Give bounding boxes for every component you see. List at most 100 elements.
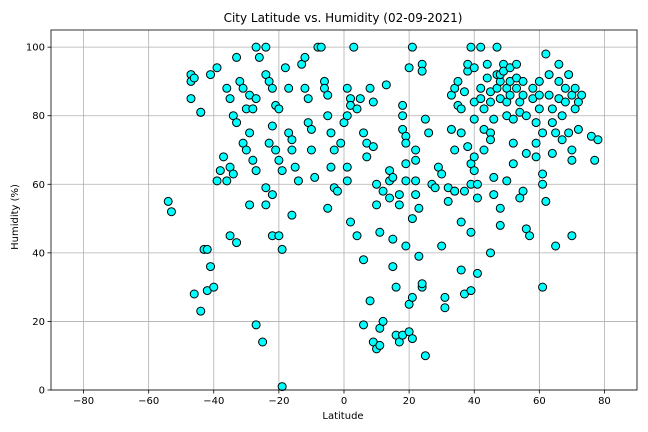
scatter-point xyxy=(518,90,528,100)
scatter-point xyxy=(472,179,482,189)
scatter-point xyxy=(476,42,486,52)
scatter-point xyxy=(166,207,176,217)
y-tick-label: 40 xyxy=(32,248,45,259)
x-tick-label: −60 xyxy=(138,396,159,407)
x-tick-label: 80 xyxy=(598,396,611,407)
scatter-point xyxy=(254,52,264,62)
scatter-point xyxy=(508,114,518,124)
scatter-point xyxy=(440,292,450,302)
x-axis-label: Latitude xyxy=(322,411,363,422)
data-points xyxy=(163,42,603,392)
scatter-point xyxy=(375,227,385,237)
scatter-point xyxy=(359,255,369,265)
scatter-point xyxy=(521,148,531,158)
scatter-point xyxy=(375,340,385,350)
scatter-point xyxy=(206,70,216,80)
scatter-point xyxy=(544,70,554,80)
scatter-point xyxy=(554,76,564,86)
scatter-point xyxy=(489,114,499,124)
scatter-point xyxy=(287,145,297,155)
scatter-point xyxy=(196,306,206,316)
scatter-point xyxy=(486,97,495,107)
scatter-point xyxy=(593,135,603,145)
scatter-point xyxy=(219,152,229,162)
scatter-point xyxy=(407,334,417,344)
scatter-point xyxy=(538,179,548,189)
scatter-point xyxy=(414,251,424,261)
scatter-point xyxy=(238,83,248,93)
x-tick-label: −40 xyxy=(203,396,224,407)
scatter-point xyxy=(476,83,486,93)
scatter-point xyxy=(450,145,460,155)
scatter-point xyxy=(489,172,499,182)
scatter-point xyxy=(482,73,492,83)
scatter-point xyxy=(378,316,388,326)
scatter-point xyxy=(261,183,271,193)
y-axis-ticks: 0 20 40 60 80 100 xyxy=(26,43,51,397)
scatter-point xyxy=(557,111,567,121)
scatter-point xyxy=(407,292,417,302)
scatter-point xyxy=(564,128,574,138)
scatter-point xyxy=(411,155,421,165)
scatter-point xyxy=(456,217,466,227)
scatter-point xyxy=(261,200,271,210)
scatter-point xyxy=(306,124,316,134)
scatter-point xyxy=(411,145,421,155)
x-tick-label: −20 xyxy=(268,396,289,407)
scatter-point xyxy=(251,166,261,176)
scatter-point xyxy=(456,104,466,114)
scatter-point xyxy=(206,262,216,272)
scatter-point xyxy=(440,303,450,313)
scatter-point xyxy=(306,145,316,155)
scatter-point xyxy=(310,172,320,182)
scatter-point xyxy=(560,97,570,107)
scatter-point xyxy=(437,241,447,251)
scatter-point xyxy=(404,63,414,73)
scatter-point xyxy=(456,128,466,138)
scatter-point xyxy=(417,66,427,76)
scatter-point xyxy=(547,118,557,128)
x-tick-label: 40 xyxy=(468,396,481,407)
scatter-point xyxy=(472,193,482,203)
scatter-point xyxy=(391,282,401,292)
scatter-point xyxy=(385,193,395,203)
x-axis-ticks: −80 −60 −40 −20 0 20 40 60 80 xyxy=(73,390,611,407)
scatter-point xyxy=(430,183,440,193)
scatter-point xyxy=(290,162,300,172)
scatter-point xyxy=(342,83,352,93)
scatter-point xyxy=(411,176,421,186)
scatter-point xyxy=(277,244,287,254)
scatter-point xyxy=(248,104,258,114)
scatter-point xyxy=(368,142,378,152)
scatter-point xyxy=(388,234,398,244)
scatter-point xyxy=(567,145,577,155)
scatter-point xyxy=(401,176,411,186)
scatter-point xyxy=(466,227,476,237)
scatter-point xyxy=(508,159,518,169)
scatter-point xyxy=(245,128,255,138)
scatter-point xyxy=(372,200,382,210)
scatter-point xyxy=(280,63,290,73)
scatter-point xyxy=(495,220,505,230)
scatter-point xyxy=(303,94,313,104)
scatter-point xyxy=(225,231,235,241)
scatter-point xyxy=(518,76,528,86)
scatter-point xyxy=(479,104,489,114)
scatter-point xyxy=(437,169,447,179)
scatter-point xyxy=(232,118,242,128)
scatter-point xyxy=(388,172,398,182)
scatter-point xyxy=(362,152,372,162)
scatter-point xyxy=(531,118,541,128)
scatter-point xyxy=(459,186,469,196)
scatter-point xyxy=(573,124,583,134)
scatter-point xyxy=(189,73,199,83)
scatter-point xyxy=(323,203,333,213)
scatter-point xyxy=(372,179,382,189)
scatter-point xyxy=(420,351,430,361)
scatter-point xyxy=(401,138,411,148)
scatter-point xyxy=(531,152,541,162)
scatter-point xyxy=(264,138,274,148)
scatter-point xyxy=(329,145,339,155)
scatter-point xyxy=(420,114,430,124)
scatter-point xyxy=(466,286,476,296)
